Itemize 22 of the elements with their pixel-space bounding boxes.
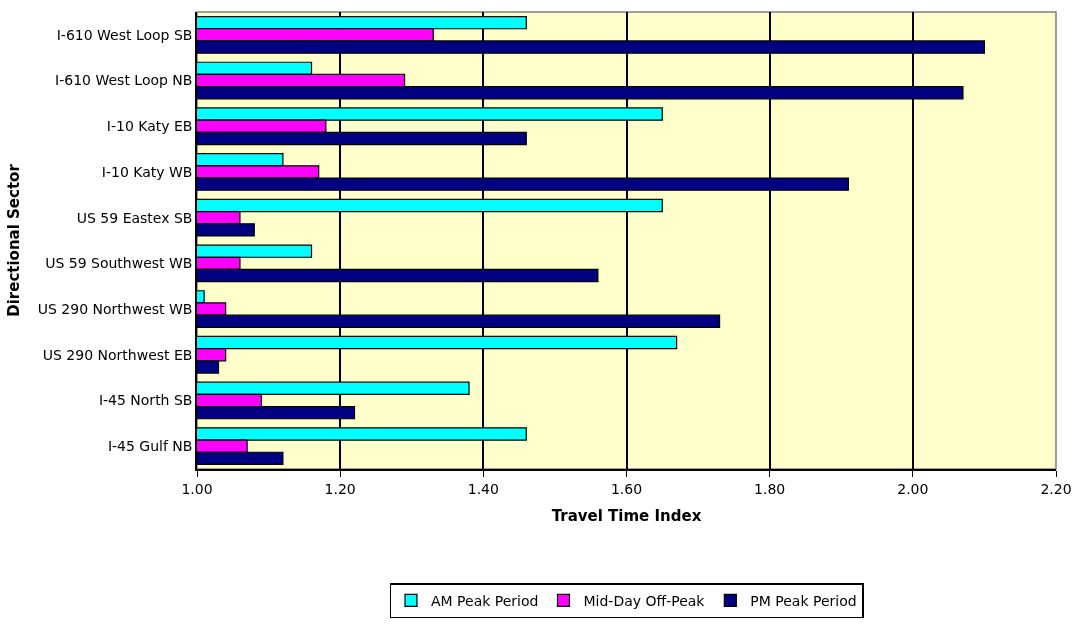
- y-tick-label: US 290 Northwest EB: [42, 346, 193, 363]
- x-tick-label: 2.20: [1040, 480, 1072, 497]
- y-tick-label: I-610 West Loop SB: [56, 26, 193, 43]
- y-tick-label: I-10 Katy EB: [106, 118, 193, 135]
- y-tick-label: I-10 Katy WB: [101, 163, 193, 180]
- y-tick-label: I-610 West Loop NB: [55, 72, 193, 89]
- y-tick-label: I-45 Gulf NB: [107, 438, 193, 455]
- y-tick-label: US 290 Northwest WB: [37, 300, 193, 317]
- x-tick-label: 1.00: [181, 480, 213, 497]
- legend-label: PM Peak Period: [750, 592, 857, 609]
- y-tick-label: US 59 Eastex SB: [76, 209, 193, 226]
- x-tick-label: 1.40: [467, 480, 499, 497]
- x-tick-label: 1.60: [610, 480, 643, 497]
- x-tick-label: 2.00: [897, 480, 929, 497]
- y-tick-label: US 59 Southwest WB: [45, 255, 193, 272]
- y-tick-label: I-45 North SB: [98, 392, 193, 409]
- x-tick-label: 1.80: [754, 480, 786, 497]
- x-axis-title: Travel Time Index: [551, 507, 702, 526]
- legend-label: Mid-Day Off-Peak: [583, 592, 706, 609]
- legend-label: AM Peak Period: [431, 592, 539, 609]
- y-axis-title: Directional Sector: [4, 163, 23, 317]
- x-tick-label: 1.20: [324, 480, 356, 497]
